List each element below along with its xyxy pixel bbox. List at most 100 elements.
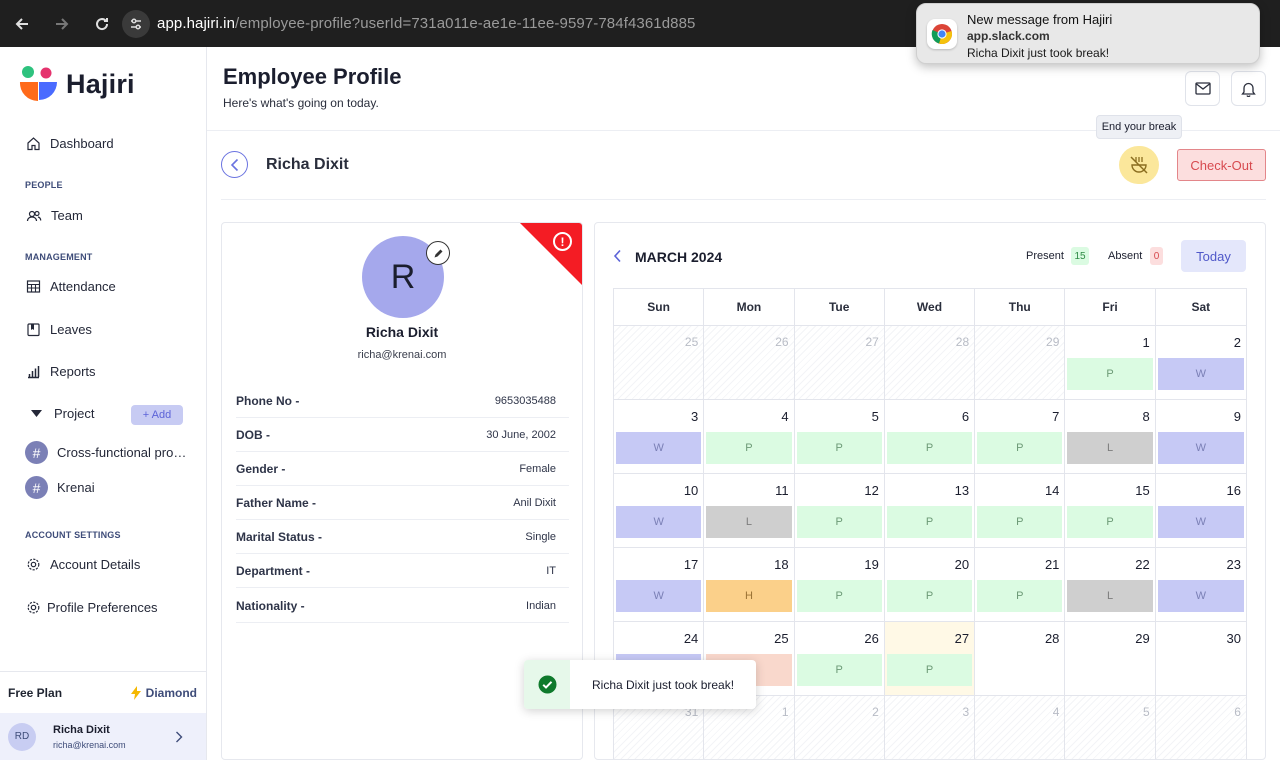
employee-name-heading: Richa Dixit <box>266 156 349 173</box>
calendar-day-cell[interactable]: 19 P <box>795 548 885 621</box>
sidebar-item-attendance[interactable]: Attendance <box>26 279 116 294</box>
calendar-day-cell[interactable]: 23 W <box>1156 548 1246 621</box>
site-settings-icon[interactable] <box>122 9 150 38</box>
calendar-day-cell[interactable]: 27 <box>794 326 885 399</box>
calendar-day-cell[interactable]: 21 P <box>975 548 1066 621</box>
day-number: 9 <box>1233 409 1241 424</box>
add-project-button[interactable]: + Add <box>131 405 183 425</box>
end-break-button[interactable] <box>1119 146 1159 184</box>
calendar-day-cell[interactable]: 10 W <box>614 474 705 547</box>
day-number: 29 <box>1135 631 1150 646</box>
present-label: Present <box>1026 250 1064 262</box>
day-number: 13 <box>954 483 970 498</box>
calendar-day-cell[interactable]: 17 W <box>614 548 705 621</box>
today-button[interactable]: Today <box>1181 240 1246 272</box>
calendar-day-cell[interactable]: 6 <box>1155 696 1246 759</box>
prev-month-icon[interactable] <box>613 249 623 263</box>
url-domain: app.hajiri.in <box>157 15 236 32</box>
section-account-settings: ACCOUNT SETTINGS <box>25 530 121 540</box>
break-tooltip: End your break <box>1096 115 1182 139</box>
sidebar-item-dashboard[interactable]: Dashboard <box>26 136 114 151</box>
attendance-status-badge: W <box>1157 358 1244 390</box>
calendar-day-cell[interactable]: 5 <box>1065 696 1156 759</box>
messages-button[interactable] <box>1185 71 1220 106</box>
calendar-day-cell[interactable]: 26 P <box>795 622 885 695</box>
calendar-day-cell[interactable]: 11 L <box>704 474 795 547</box>
calendar-day-cell[interactable]: 18 H <box>704 548 795 621</box>
calendar-day-cell[interactable]: 13 P <box>885 474 976 547</box>
calendar-day-cell[interactable]: 20 P <box>885 548 976 621</box>
calendar-day-cell[interactable]: 28 <box>975 622 1066 695</box>
sidebar-item-leaves[interactable]: Leaves <box>26 322 92 337</box>
day-number: 6 <box>1234 705 1241 719</box>
field-value: Anil Dixit <box>513 496 556 509</box>
calendar-day-cell[interactable]: 22 L <box>1065 548 1156 621</box>
alert-icon[interactable]: ! <box>553 232 572 251</box>
checkout-button[interactable]: Check-Out <box>1177 149 1266 181</box>
divider <box>221 199 1266 200</box>
calendar-day-cell[interactable]: 14 P <box>975 474 1066 547</box>
calendar-day-cell[interactable]: 26 <box>704 326 795 399</box>
calendar-day-cell[interactable]: 29 <box>975 326 1066 399</box>
field-value: Single <box>525 530 556 543</box>
field-label: DOB - <box>236 427 270 442</box>
chevron-right-icon <box>176 731 183 743</box>
sidebar-item-account-details[interactable]: Account Details <box>26 557 140 572</box>
day-number: 1 <box>781 705 789 719</box>
back-arrow-icon[interactable] <box>4 6 40 42</box>
sidebar-item-team[interactable]: Team <box>26 208 83 223</box>
sidebar-item-reports[interactable]: Reports <box>26 364 96 379</box>
calendar-day-cell[interactable]: 16 W <box>1156 474 1246 547</box>
reload-icon[interactable] <box>84 6 120 42</box>
plan-tier[interactable]: Diamond <box>130 685 197 700</box>
sidebar-project-item[interactable]: # Krenai <box>25 476 95 499</box>
day-number: 27 <box>954 631 970 646</box>
weekday-header: Sun Mon Tue Wed Thu Fri Sat <box>614 289 1246 326</box>
sidebar-item-label: Account Details <box>50 557 141 572</box>
calendar-day-cell[interactable]: 25 <box>614 326 705 399</box>
info-row-nationality: Nationality - Indian <box>236 589 569 623</box>
attendance-calendar: MARCH 2024 Present 15 Absent 0 Today Sun… <box>594 222 1266 760</box>
edit-avatar-button[interactable] <box>426 241 450 265</box>
forward-arrow-icon[interactable] <box>44 6 80 42</box>
calendar-day-cell[interactable]: 29 <box>1065 622 1156 695</box>
toast-notification[interactable]: Richa Dixit just took break! <box>524 660 756 709</box>
notifications-button[interactable] <box>1231 71 1266 106</box>
calendar-day-cell[interactable]: 30 <box>1156 622 1246 695</box>
calendar-grid: Sun Mon Tue Wed Thu Fri Sat 25 26 27 28 29 1 P 2 W 3 W 4 P… <box>613 288 1247 759</box>
calendar-day-cell[interactable]: 15 P <box>1065 474 1156 547</box>
plan-label: Free Plan <box>8 685 63 700</box>
hash-icon: # <box>25 476 48 499</box>
weekday-label: Mon <box>704 289 795 325</box>
absent-label: Absent <box>1108 250 1143 262</box>
user-profile-menu[interactable]: RD Richa Dixit richa@krenai.com <box>0 713 206 760</box>
calendar-day-cell[interactable]: 2 <box>794 696 885 759</box>
address-bar[interactable]: app.hajiri.in/employee-profile?userId=73… <box>122 8 696 39</box>
sidebar-item-profile-preferences[interactable]: Profile Preferences <box>26 600 158 615</box>
calendar-day-cell[interactable]: 3 <box>884 696 976 759</box>
back-button[interactable] <box>221 151 248 178</box>
sidebar-item-project[interactable]: Project <box>31 406 94 421</box>
calendar-day-cell[interactable]: 4 <box>975 696 1066 759</box>
calendar-day-cell[interactable]: 12 P <box>795 474 885 547</box>
brand-logo[interactable]: Hajiri <box>19 65 135 103</box>
weekday-label: Thu <box>975 289 1066 325</box>
sidebar-project-item[interactable]: # Cross-functional pro… <box>25 441 186 464</box>
attendance-status-badge: W <box>1157 506 1244 538</box>
plan-row: Free Plan Diamond <box>0 671 206 713</box>
system-notification[interactable]: New message from Hajiri app.slack.com Ri… <box>916 3 1260 64</box>
calendar-day-cell[interactable]: 27 P <box>884 622 976 695</box>
calendar-day-cell[interactable]: 28 <box>884 326 976 399</box>
day-number: 26 <box>864 631 879 646</box>
page-subtitle: Here's what's going on today. <box>223 96 379 110</box>
